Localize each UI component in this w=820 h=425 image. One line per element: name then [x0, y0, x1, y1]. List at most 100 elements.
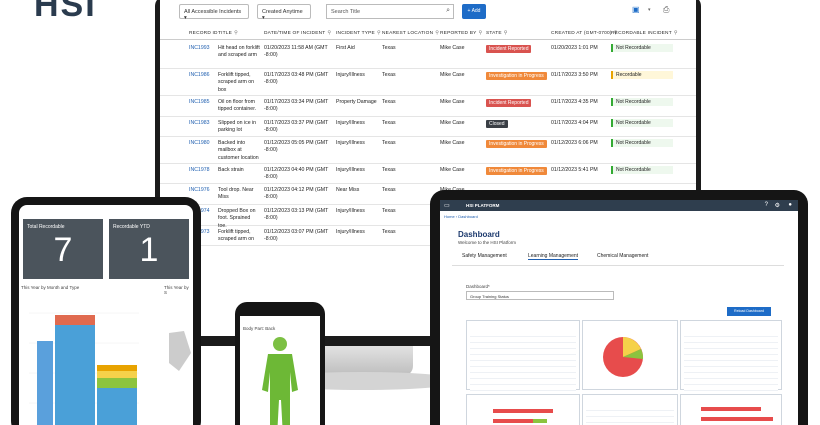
location-cell: Texas	[382, 187, 396, 193]
kpi-label: Total Recordable	[27, 224, 65, 230]
table-header: RECORD ID TITLE ⚲ DATE/TIME OF INCIDENT ⚲ INC…	[160, 28, 696, 40]
time-filter-dropdown[interactable]: Created Anytime ▾	[257, 4, 311, 21]
column-header[interactable]: RECORD ID	[189, 31, 218, 36]
location-cell: Texas	[382, 72, 396, 78]
reporter-cell: Mike Case	[440, 120, 465, 126]
filter-icon[interactable]: ⚲	[673, 31, 678, 36]
user-icon[interactable]: ●	[788, 202, 792, 208]
reporter-cell: Mike Case	[440, 99, 465, 105]
save-icon[interactable]: ▣	[632, 5, 640, 14]
incident-filter-dropdown[interactable]: All Accessible Incidents ▾	[179, 4, 249, 21]
table-row[interactable]: INC1986 Forklift tipped, scraped arm on b…	[160, 69, 696, 96]
title-cell: Hit head on forklift and scraped arm	[218, 45, 260, 59]
datetime-cell: 01/12/2023 04:40 PM (GMT -8:00)	[264, 167, 329, 181]
dashboard-select[interactable]: Group Training Status	[466, 291, 614, 300]
tab-chemical-management[interactable]: Chemical Management	[597, 253, 649, 259]
column-header-label: RECORDABLE INCIDENT	[611, 31, 672, 36]
column-header[interactable]: NEAREST LOCATION ⚲	[382, 31, 439, 36]
settings-icon[interactable]: ⚙	[774, 203, 780, 209]
column-header[interactable]: RECORDABLE INCIDENT ⚲	[611, 31, 678, 36]
print-icon[interactable]: ⎙	[663, 5, 670, 14]
state-badge: Incident Reported	[486, 99, 532, 107]
filter-icon[interactable]: ⚲	[613, 31, 618, 36]
chart-title: This Year by Month and Type	[21, 285, 80, 290]
tablet-screen: ▭ HSI PLATFORM ? ⚙ ● Home › Dashboard Da…	[440, 200, 798, 425]
chevron-down-icon[interactable]: ▾	[648, 7, 651, 13]
search-icon[interactable]: ⌕	[446, 7, 450, 14]
hsi-logo: HSI	[34, 0, 97, 24]
monitor-stand	[313, 346, 413, 376]
breadcrumb[interactable]: Home › Dashboard	[444, 214, 478, 219]
table-row[interactable]: INC1985 Oil on floor from tipped containe…	[160, 96, 696, 117]
toolbar: All Accessible Incidents ▾ Created Anyti…	[160, 0, 696, 24]
column-header[interactable]: INCIDENT TYPE ⚲	[336, 31, 381, 36]
datetime-cell: 01/20/2023 11:58 AM (GMT -8:00)	[264, 45, 328, 59]
location-cell: Texas	[382, 99, 396, 105]
created-at-cell: 01/12/2023 5:41 PM	[551, 167, 598, 173]
column-header[interactable]: CREATED AT (GMT-0700) ⚲	[551, 31, 617, 36]
incident-type-cell: Injury/Illness	[336, 120, 365, 126]
filter-icon[interactable]: ⚲	[503, 31, 508, 36]
search-placeholder: Search Title	[331, 9, 361, 15]
recordable-status: Not Recordable	[611, 119, 673, 127]
record-id-link[interactable]: INC1986	[189, 72, 210, 78]
filter-icon[interactable]: ⚲	[327, 31, 332, 36]
column-header-label: CREATED AT (GMT-0700)	[551, 31, 612, 36]
brand-label: HSI PLATFORM	[466, 203, 500, 208]
bar-segment	[97, 388, 137, 425]
bar-segment	[97, 371, 137, 378]
created-at-cell: 01/17/2023 3:50 PM	[551, 72, 598, 78]
phone-device: Total Recordable 7 Recordable YTD 1 This…	[11, 197, 201, 425]
status-bar	[701, 407, 761, 411]
kpi-value: 1	[139, 231, 159, 269]
filter-icon[interactable]: ⚲	[376, 31, 381, 36]
incident-type-cell: First Aid	[336, 45, 355, 51]
record-id-link[interactable]: INC1983	[189, 120, 210, 126]
record-id-link[interactable]: INC1976	[189, 187, 210, 193]
record-id-link[interactable]: INC1980	[189, 140, 210, 146]
filter-icon[interactable]: ⚲	[234, 31, 238, 36]
column-header[interactable]: STATE ⚲	[486, 31, 507, 36]
datetime-cell: 01/17/2023 03:48 PM (GMT -8:00)	[264, 72, 329, 86]
tablet-device: ▭ HSI PLATFORM ? ⚙ ● Home › Dashboard Da…	[430, 190, 808, 425]
column-header[interactable]: DATE/TIME OF INCIDENT ⚲	[264, 31, 331, 36]
created-at-cell: 01/12/2023 6:06 PM	[551, 140, 598, 146]
title-cell: Forklift tipped, scraped arm on	[218, 229, 255, 243]
add-button[interactable]: + Add	[462, 4, 486, 19]
breadcrumb-home[interactable]: Home	[444, 214, 455, 219]
location-cell: Texas	[382, 120, 396, 126]
state-badge: Investigation in Progress	[486, 167, 547, 175]
tab-learning-management[interactable]: Learning Management	[528, 253, 579, 260]
record-id-link[interactable]: INC1993	[189, 45, 210, 51]
help-icon[interactable]: ?	[764, 202, 768, 208]
table-row[interactable]: INC1978 Back strain 01/12/2023 04:40 PM (G…	[160, 164, 696, 184]
column-header-label: TITLE	[218, 31, 233, 36]
bar-segment	[55, 323, 95, 425]
menu-icon[interactable]: ▭	[444, 203, 450, 209]
table-row[interactable]: INC1983 Slipped on ice in parking lot 01/1…	[160, 117, 696, 137]
incident-type-cell: Injury/Illness	[336, 229, 365, 235]
column-header[interactable]: TITLE ⚲	[218, 31, 238, 36]
tab-safety-management[interactable]: Safety Management	[462, 253, 507, 259]
title-cell: Back strain	[218, 167, 244, 173]
table-row[interactable]: INC1993 Hit head on forklift and scraped …	[160, 42, 696, 69]
search-input[interactable]: Search Title ⌕	[326, 4, 454, 19]
course-table-panel	[582, 394, 678, 425]
recordable-status: Not Recordable	[611, 139, 673, 147]
title-cell: Slipped on ice in parking lot	[218, 120, 257, 134]
datetime-cell: 01/12/2023 05:05 PM (GMT -8:00)	[264, 140, 329, 154]
kpi-label: Recordable YTD	[113, 224, 150, 230]
table-row[interactable]: INC1980 Backed into mailbox at customer l…	[160, 137, 696, 164]
record-id-link[interactable]: INC1985	[189, 99, 210, 105]
column-header-label: NEAREST LOCATION	[382, 31, 434, 36]
column-header-label: STATE	[486, 31, 502, 36]
state-badge: Incident Reported	[486, 45, 532, 53]
filter-icon[interactable]: ⚲	[478, 31, 483, 36]
reload-dashboard-button[interactable]: Reload Dashboard	[727, 307, 771, 316]
dashboard-label: Dashboard*	[466, 284, 490, 289]
record-id-link[interactable]: INC1978	[189, 167, 210, 173]
column-header[interactable]: REPORTED BY ⚲	[440, 31, 482, 36]
filter-icon[interactable]: ⚲	[435, 31, 439, 36]
status-bar	[701, 417, 773, 421]
state-badge: Closed	[486, 120, 508, 128]
